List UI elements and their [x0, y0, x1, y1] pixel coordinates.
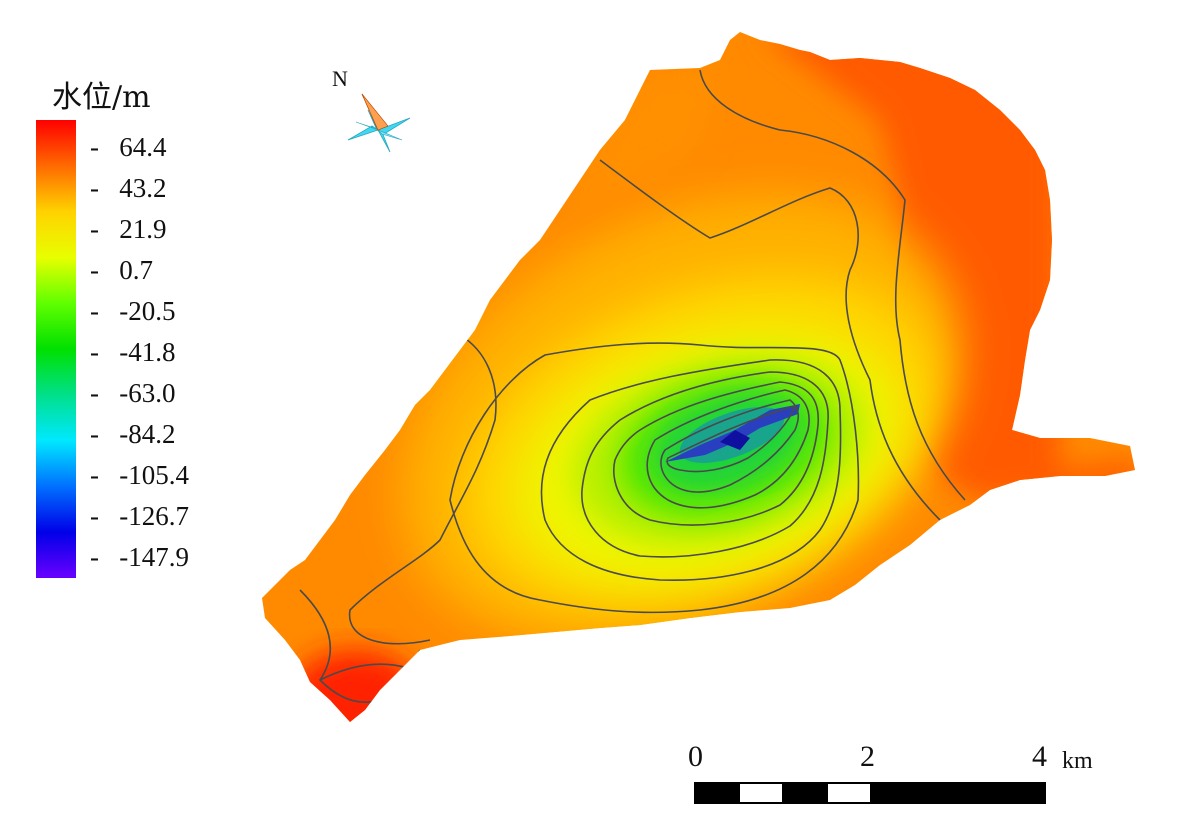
legend-label: - -63.0	[90, 378, 176, 408]
legend-colorbar	[36, 120, 76, 578]
scale-bar-segments	[694, 782, 1046, 804]
legend-label: - -105.4	[90, 460, 189, 490]
surface-fill	[262, 32, 1135, 722]
legend-title: 水位/m	[52, 80, 151, 115]
contour-lines	[299, 69, 966, 703]
legend-label: - -20.5	[90, 296, 176, 326]
legend-label: - 21.9	[90, 214, 167, 244]
scale-tick-4: 4	[1032, 740, 1047, 773]
scale-unit: km	[1062, 748, 1093, 774]
compass-star-icon	[347, 93, 411, 153]
legend-label: - -126.7	[90, 501, 189, 531]
legend-label: - 43.2	[90, 173, 167, 203]
scale-tick-2: 2	[860, 740, 875, 773]
scale-bar: 0 2 4 km	[680, 740, 1140, 810]
legend-label: - -147.9	[90, 542, 189, 572]
legend-label: - -84.2	[90, 419, 176, 449]
legend-label: - -41.8	[90, 337, 176, 367]
scale-tick-0: 0	[688, 740, 703, 773]
legend-label: - 0.7	[90, 255, 153, 285]
legend-label: - 64.4	[90, 132, 167, 162]
north-label: N	[332, 66, 348, 91]
